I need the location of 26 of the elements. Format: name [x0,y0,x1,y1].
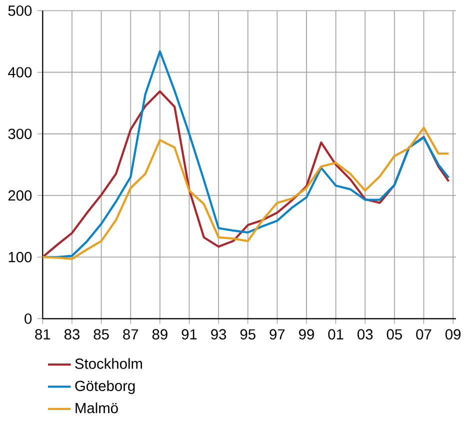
x-tick-label: 07 [416,329,432,340]
line-series [42,90,450,258]
legend-label: Malmö [76,402,118,414]
x-tick-label: 99 [299,329,314,340]
line-series [42,126,450,260]
x-tick-label: 83 [64,329,80,340]
y-tick-label: 0 [24,313,32,324]
y-tick-label: 200 [8,190,32,201]
legend-label: Göteborg [75,380,135,394]
x-tick-label: 93 [211,329,226,340]
x-tick-label: 89 [152,329,168,340]
legend-label: Stockholm [75,358,142,369]
y-tick-label: 300 [8,128,32,140]
y-tick-label: 500 [8,5,32,16]
x-tick-label: 87 [123,329,138,340]
x-tick-label: 03 [358,329,373,340]
x-tick-label: 91 [182,329,197,340]
x-tick-label: 95 [240,329,256,340]
x-tick-label: 05 [386,329,402,340]
x-tick-label: 09 [445,329,461,340]
y-tick-label: 400 [8,67,32,78]
x-tick-label: 01 [328,329,344,340]
x-tick-label: 85 [94,329,109,340]
x-tick-label: 81 [35,329,50,340]
y-tick-label: 100 [8,252,32,262]
x-tick-label: 97 [270,329,285,340]
